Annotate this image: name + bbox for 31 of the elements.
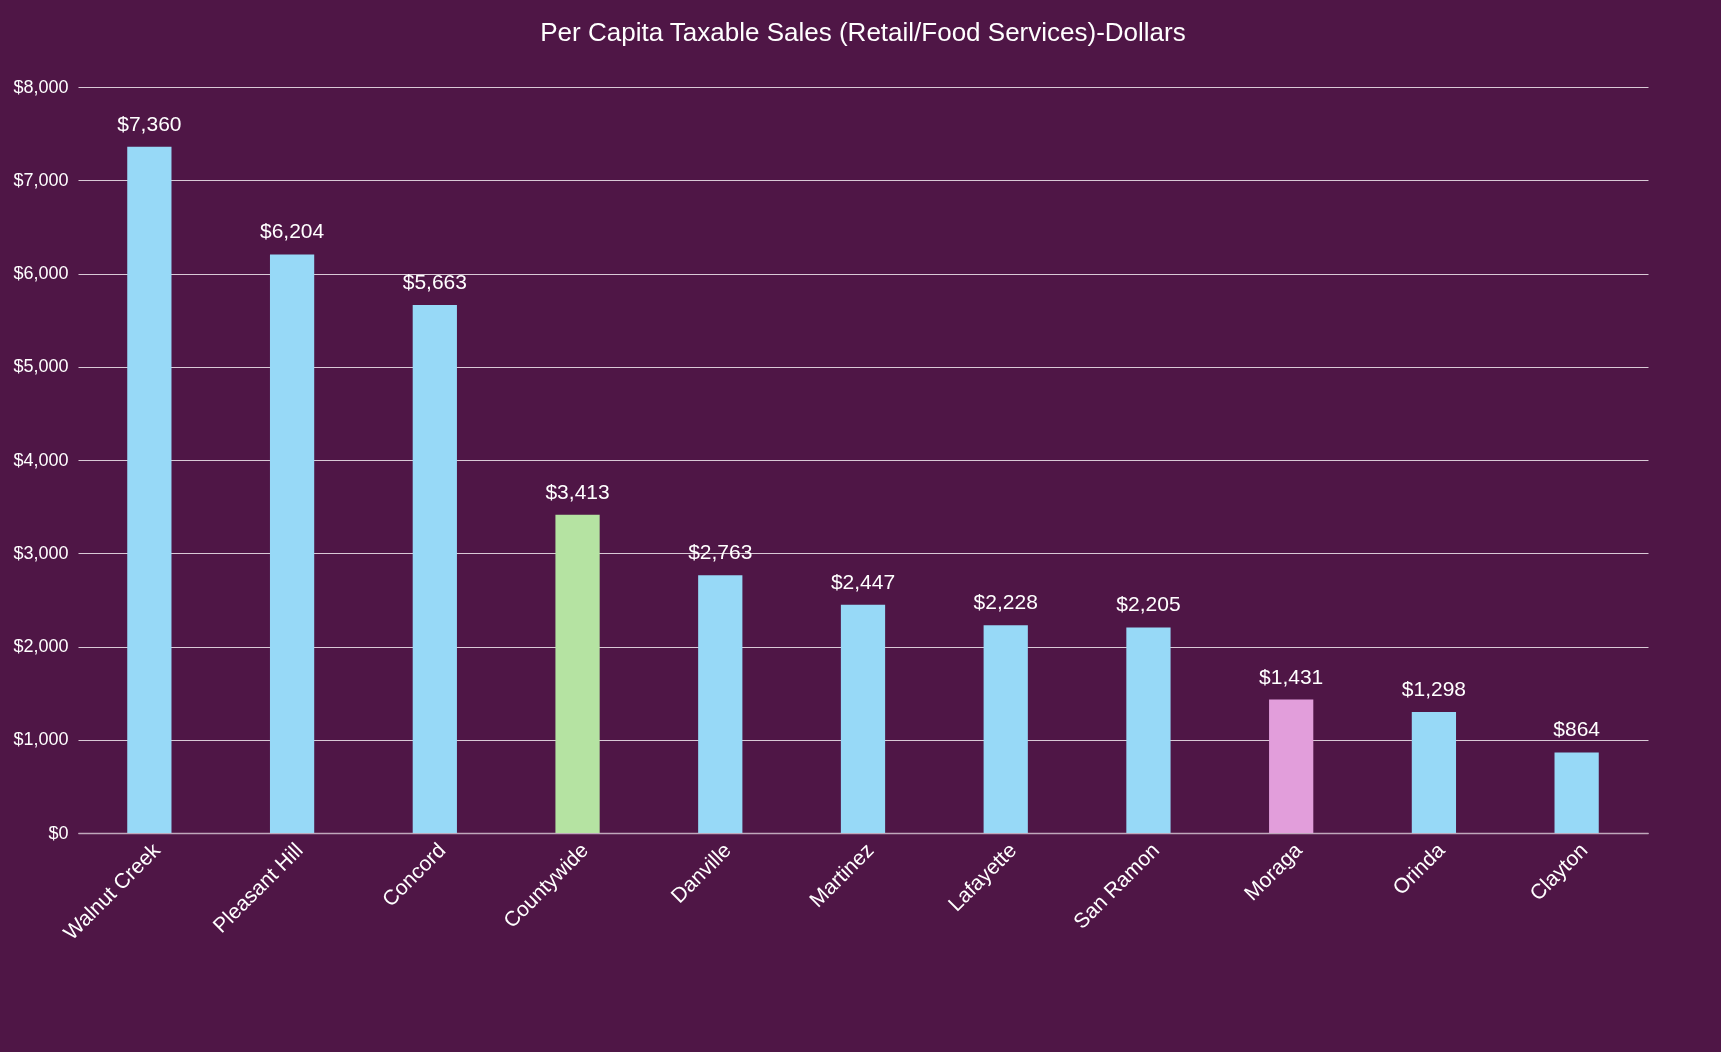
y-tick-label: $8,000 bbox=[13, 76, 69, 97]
bar bbox=[127, 146, 172, 833]
data-label: $2,205 bbox=[1116, 592, 1181, 616]
y-tick-label: $0 bbox=[48, 822, 69, 843]
y-tick-label: $1,000 bbox=[13, 729, 69, 750]
data-label: $1,298 bbox=[1401, 676, 1467, 700]
y-tick-label: $7,000 bbox=[13, 169, 69, 190]
y-tick-label: $2,000 bbox=[13, 636, 69, 656]
data-label: $2,228 bbox=[973, 590, 1038, 614]
bar bbox=[555, 514, 600, 833]
bar bbox=[269, 254, 315, 833]
data-label: $1,431 bbox=[1259, 664, 1324, 688]
y-tick-label: $6,000 bbox=[13, 263, 69, 283]
y-tick-label: $3,000 bbox=[13, 542, 69, 563]
data-label: $7,360 bbox=[117, 111, 182, 135]
chart-title: Per Capita Taxable Sales (Retail/Food Services)-Dollars bbox=[540, 17, 1186, 47]
y-tick-label: $5,000 bbox=[13, 356, 69, 377]
data-label: $5,663 bbox=[402, 269, 467, 293]
data-label: $864 bbox=[1553, 717, 1601, 741]
bar bbox=[412, 304, 457, 833]
bar bbox=[698, 575, 743, 833]
bar bbox=[983, 625, 1028, 833]
data-label: $2,447 bbox=[830, 569, 896, 593]
bar bbox=[1269, 699, 1314, 833]
data-label: $3,413 bbox=[545, 479, 610, 503]
data-label: $6,204 bbox=[259, 219, 325, 243]
y-tick-label: $4,000 bbox=[13, 449, 69, 470]
bar bbox=[840, 604, 886, 833]
bar bbox=[1126, 627, 1171, 833]
bar bbox=[1411, 711, 1457, 833]
bar bbox=[1554, 752, 1599, 833]
